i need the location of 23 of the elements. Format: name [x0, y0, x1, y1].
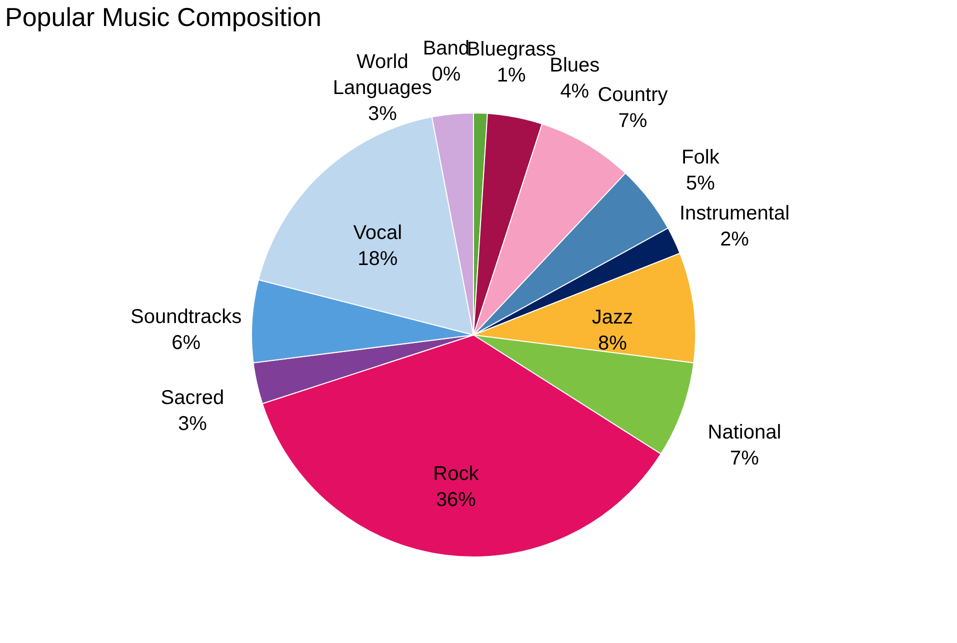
slice-label: Jazz	[592, 306, 633, 328]
data-label: 3%	[368, 102, 398, 125]
data-label: 36%	[436, 488, 476, 511]
data-label: 8%	[598, 332, 628, 354]
data-label: 7%	[618, 110, 648, 132]
slice-label: Folk	[682, 146, 720, 169]
data-label: 7%	[730, 448, 760, 470]
slice-label: Rock	[433, 462, 480, 485]
chart-title: Popular Music Composition	[5, 2, 322, 32]
text: 0%	[432, 63, 461, 86]
slice-label: Vocal	[353, 222, 402, 244]
slice-label: National	[708, 422, 782, 444]
data-label: 4%	[560, 80, 590, 102]
data-label: 18%	[358, 248, 398, 270]
slice-label: Sacred	[160, 386, 224, 409]
data-label: 6%	[172, 332, 201, 354]
data-label: 5%	[686, 172, 716, 195]
data-label: 3%	[178, 412, 208, 435]
data-label: 2%	[720, 228, 750, 250]
slice-label: Instrumental	[679, 202, 790, 224]
slice-label: Country	[598, 84, 668, 106]
slice-label: Soundtracks	[130, 306, 242, 328]
data-label: 1%	[496, 64, 526, 87]
